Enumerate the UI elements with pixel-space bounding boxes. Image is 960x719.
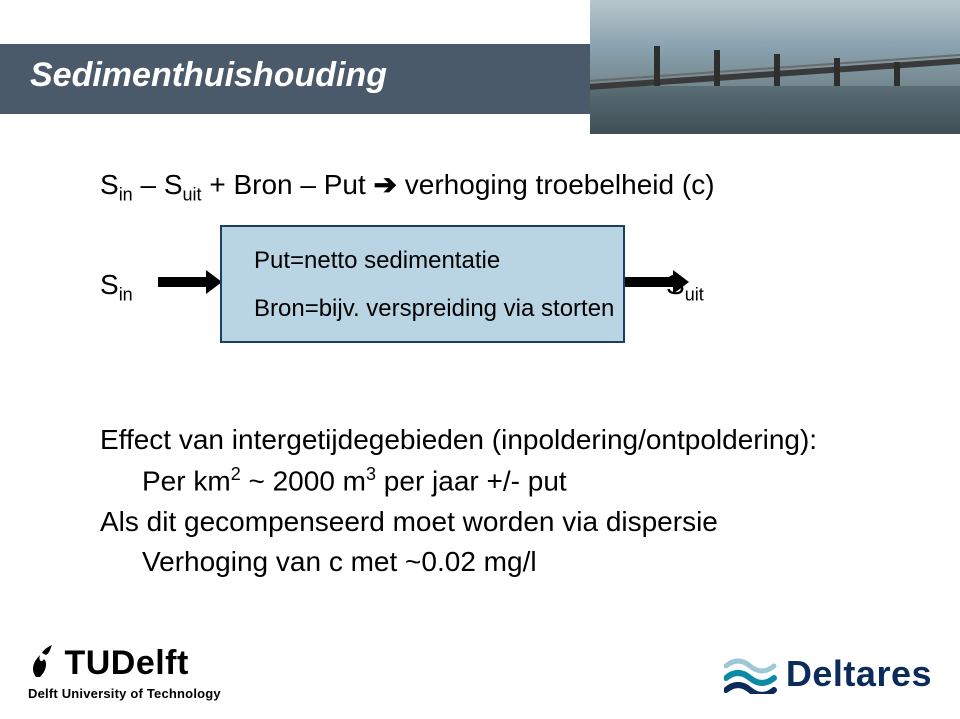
- header-photo: [590, 0, 960, 134]
- body-text: Effect van intergetijdegebieden (inpolde…: [100, 420, 817, 583]
- tudelft-wordmark: TUDelft: [64, 644, 188, 683]
- tudelft-flame-icon: [28, 643, 56, 684]
- deltares-logo: Deltares: [724, 653, 932, 695]
- body-line2-post: per jaar +/- put: [376, 465, 567, 496]
- eq-rest: verhoging troebelheid (c): [405, 169, 715, 200]
- eq-s1-sub: in: [119, 185, 133, 205]
- box-line-bron: Bron=bijv. verspreiding via storten: [254, 295, 614, 323]
- eq-mid2: + Bron – Put: [209, 169, 373, 200]
- s-in-sub: in: [119, 285, 133, 305]
- deltares-wordmark: Deltares: [786, 653, 932, 695]
- deltares-waves-icon: [724, 654, 778, 694]
- slide: Sedimenthuishouding Sin – Suit + Bron – …: [0, 0, 960, 719]
- photo-pier: [714, 50, 720, 86]
- body-line1: Effect van intergetijdegebieden (inpolde…: [100, 420, 817, 461]
- tudelft-subtitle: Delft University of Technology: [28, 686, 221, 701]
- flow-diagram: Sin Put=netto sedimentatie Bron=bijv. ve…: [100, 225, 860, 365]
- photo-pier: [654, 46, 660, 86]
- eq-s1-base: S: [100, 169, 119, 200]
- flow-arrow-in: [158, 277, 206, 287]
- footer: TUDelft Delft University of Technology D…: [28, 615, 932, 701]
- photo-pier: [894, 62, 900, 86]
- s-in-label: Sin: [100, 269, 133, 306]
- s-out-sub: uit: [685, 285, 704, 305]
- s-out-label: Suit: [666, 269, 704, 306]
- body-line3: Als dit gecompenseerd moet worden via di…: [100, 502, 817, 543]
- slide-title: Sedimenthuishouding: [30, 56, 387, 95]
- body-line2: Per km2 ~ 2000 m3 per jaar +/- put: [142, 461, 817, 502]
- process-box: Put=netto sedimentatie Bron=bijv. verspr…: [220, 225, 625, 343]
- box-line-put: Put=netto sedimentatie: [254, 247, 500, 275]
- body-line2-mid: ~ 2000 m: [241, 465, 366, 496]
- photo-pier: [834, 58, 840, 86]
- body-line2-sup1: 2: [231, 464, 241, 484]
- body-line2-pre: Per km: [142, 465, 231, 496]
- photo-river: [590, 86, 960, 134]
- body-line2-sup2: 3: [366, 464, 376, 484]
- eq-s2-sub: uit: [183, 185, 202, 205]
- tudelft-logo: TUDelft Delft University of Technology: [28, 643, 221, 701]
- right-arrow-icon: ➔: [374, 168, 397, 201]
- s-in-base: S: [100, 269, 119, 300]
- photo-pier: [774, 54, 780, 86]
- s-out-base: S: [666, 269, 685, 300]
- equation-line: Sin – Suit + Bron – Put ➔ verhoging troe…: [100, 168, 715, 206]
- body-line4: Verhoging van c met ~0.02 mg/l: [142, 542, 817, 583]
- eq-mid1: – S: [140, 169, 182, 200]
